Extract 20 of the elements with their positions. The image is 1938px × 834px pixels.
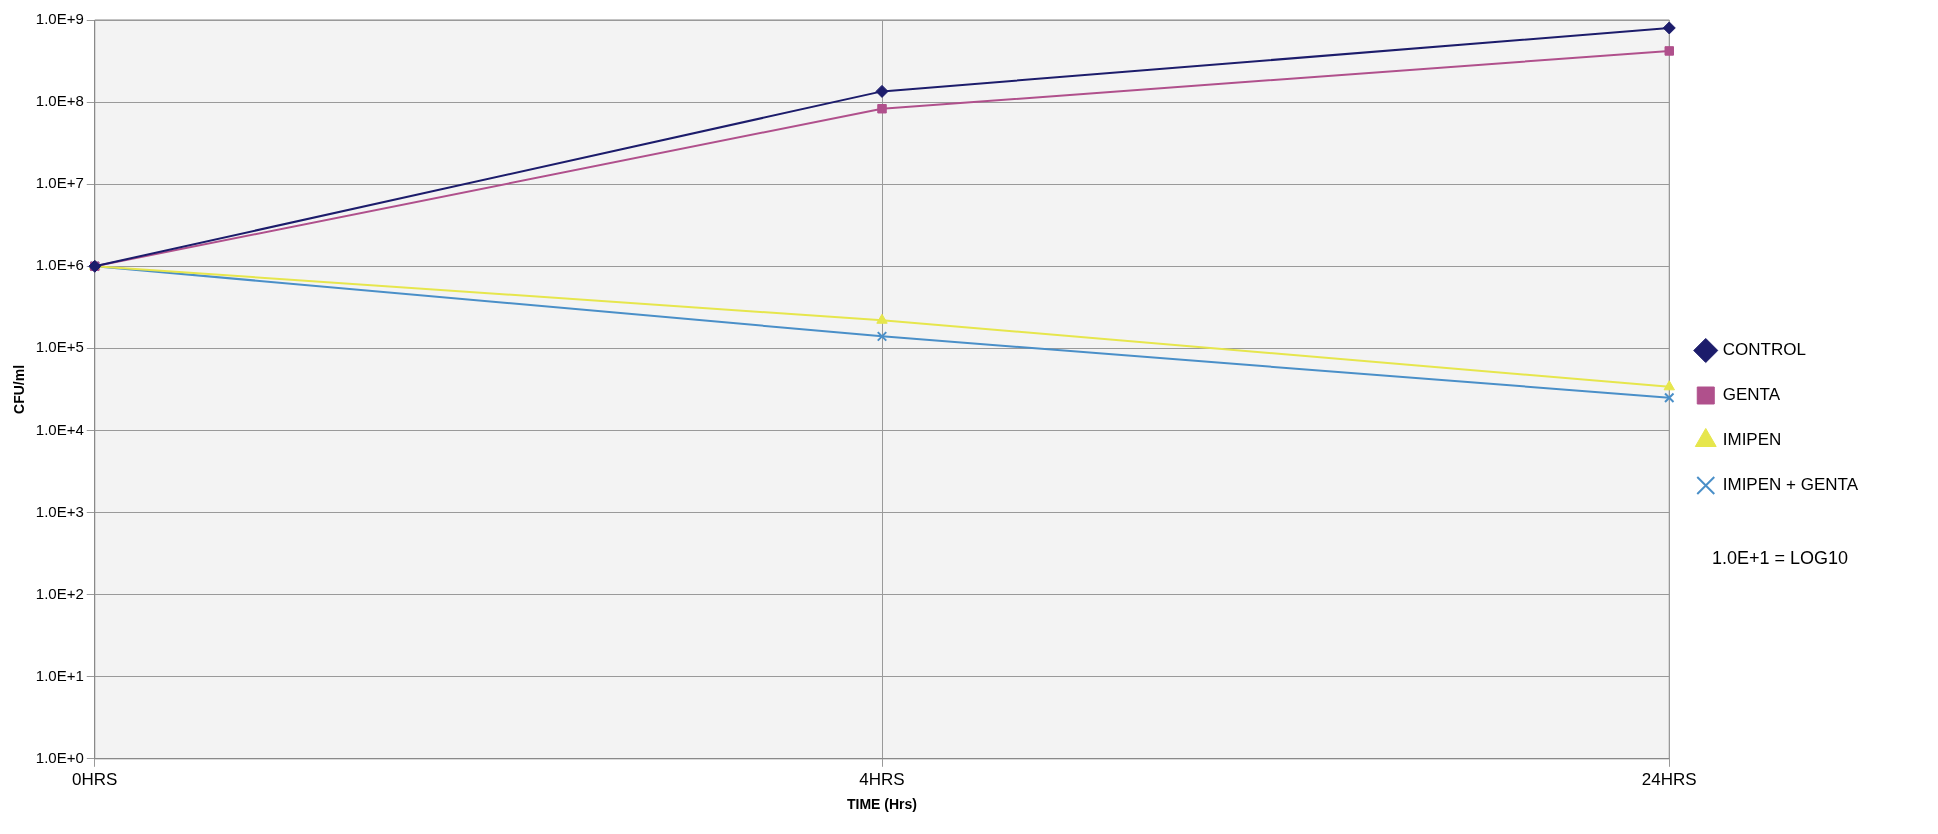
text: 1.0E+1 = LOG10: [1711, 548, 1848, 569]
y-tick-label: 1.0E+9: [35, 10, 84, 28]
y-tick-label: 1.0E+2: [35, 584, 84, 602]
y-tick-label: 1.0E+3: [35, 502, 84, 520]
x-tick-label: 24HRS: [1641, 769, 1697, 789]
legend-label: IMIPEN: [1722, 430, 1782, 450]
y-tick-label: 1.0E+7: [35, 174, 84, 192]
y-axis-title: CFU/ml: [11, 364, 28, 414]
legend-label: GENTA: [1722, 385, 1781, 405]
x-axis-title: TIME (Hrs): [847, 796, 918, 813]
y-tick-label: 1.0E+4: [35, 420, 84, 438]
y-tick-label: 1.0E+0: [35, 748, 84, 766]
legend-label: IMIPEN + GENTA: [1722, 475, 1859, 495]
legend-label: CONTROL: [1722, 340, 1806, 360]
y-tick-label: 1.0E+8: [35, 92, 84, 110]
x-tick-label: 0HRS: [72, 769, 118, 789]
y-tick-label: 1.0E+1: [35, 666, 84, 684]
y-tick-label: 1.0E+6: [35, 256, 84, 274]
y-tick-label: 1.0E+5: [35, 338, 84, 356]
x-tick-label: 4HRS: [859, 769, 905, 789]
